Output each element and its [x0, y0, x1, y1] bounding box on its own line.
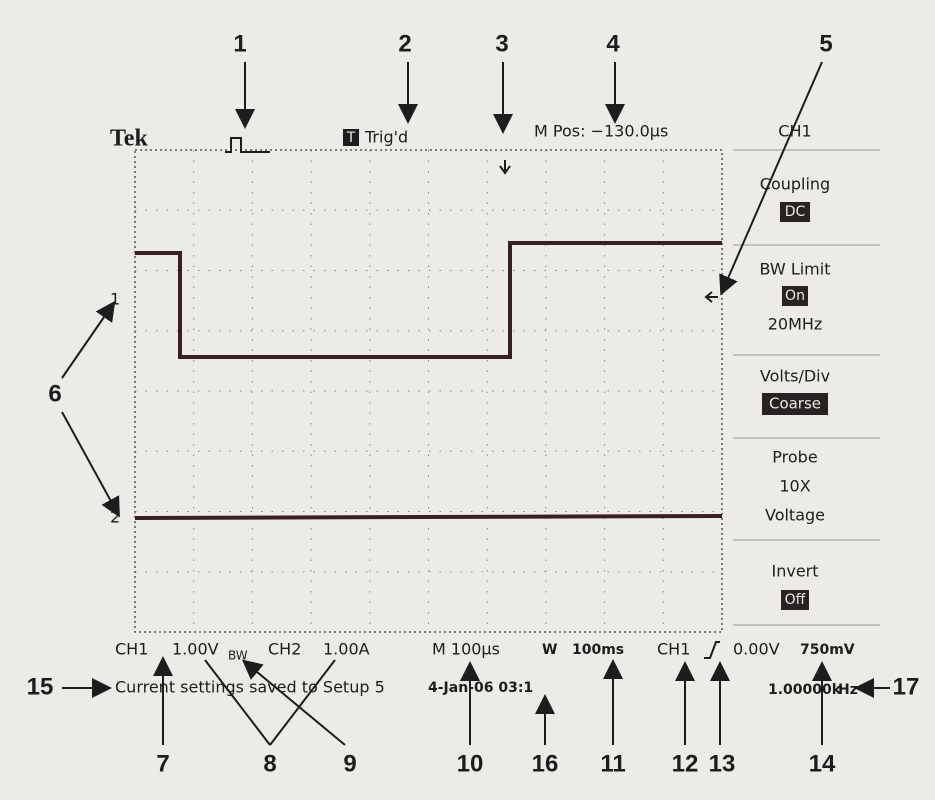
- menu-value[interactable]: Off: [785, 592, 806, 608]
- callout-arrow: [62, 304, 113, 378]
- callout: 9: [343, 750, 356, 777]
- menu-note: 20MHz: [768, 315, 823, 334]
- trigger-level: 0.00V: [733, 640, 780, 659]
- brand: Tek: [110, 126, 148, 152]
- callout: 14: [809, 750, 836, 777]
- trigger-level-marker: [706, 292, 718, 302]
- callout: 5: [819, 30, 832, 57]
- trigger-source: CH1: [657, 640, 690, 659]
- ch2-label: CH2: [268, 640, 301, 659]
- trigger-slope-icon: [704, 642, 720, 658]
- callout: 1: [233, 30, 246, 57]
- menu-value[interactable]: On: [785, 288, 805, 304]
- menu-label[interactable]: BW Limit: [760, 260, 831, 279]
- callout: 16: [532, 750, 559, 777]
- ch2-scale: 1.00A: [323, 640, 370, 659]
- menu-label[interactable]: Volts/Div: [760, 367, 830, 386]
- callout: 7: [156, 750, 169, 777]
- frequency: 1.00000k: [768, 682, 842, 698]
- callout: 4: [606, 30, 620, 57]
- menu-line: Voltage: [765, 506, 825, 525]
- acquisition-icon: [225, 138, 270, 152]
- graticule: [135, 150, 722, 632]
- position: M Pos: −130.0µs: [534, 122, 668, 141]
- timebase: M 100µs: [432, 640, 500, 659]
- level-readout: 750mV: [800, 642, 855, 658]
- window-label: W: [542, 642, 557, 658]
- menu-label[interactable]: Probe: [772, 448, 817, 467]
- callout: 2: [398, 30, 411, 57]
- trigger-icon: T: [346, 130, 356, 146]
- callout: 12: [672, 750, 699, 777]
- callout: 17: [893, 673, 920, 700]
- ch1-label: CH1: [115, 640, 148, 659]
- ch2-waveform: [135, 516, 722, 518]
- trigger-status: Trig'd: [364, 128, 408, 147]
- menu-value[interactable]: DC: [785, 204, 806, 220]
- trigger-position-marker: [500, 160, 510, 173]
- callout-arrow: [62, 412, 118, 514]
- callout-arrow: [205, 660, 335, 745]
- menu-value[interactable]: Coarse: [769, 395, 821, 413]
- callout: 6: [48, 380, 61, 407]
- ch1-scale: 1.00V: [172, 640, 219, 659]
- menu-line: 10X: [779, 477, 810, 496]
- callout: 3: [495, 30, 508, 57]
- menu-label[interactable]: Coupling: [760, 175, 830, 194]
- scope-diagram: Tek T Trig'd M Pos: −130.0µs 1 2 CH1 Cou…: [0, 0, 935, 800]
- callout: 11: [600, 750, 625, 777]
- bw-indicator: BW: [228, 649, 248, 663]
- frequency-unit: Hz: [838, 682, 858, 698]
- side-menu: CH1 Coupling DC BW Limit On 20MHz Volts/…: [733, 122, 880, 626]
- callout: 15: [27, 673, 54, 700]
- callout: 10: [457, 750, 484, 777]
- datetime: 4-Jan-06 03:1: [428, 680, 533, 696]
- window-time: 100ms: [572, 642, 624, 658]
- callout: 13: [709, 750, 736, 777]
- message: Current settings saved to Setup 5: [115, 678, 385, 697]
- callout: 8: [263, 750, 276, 777]
- menu-label[interactable]: Invert: [771, 562, 818, 581]
